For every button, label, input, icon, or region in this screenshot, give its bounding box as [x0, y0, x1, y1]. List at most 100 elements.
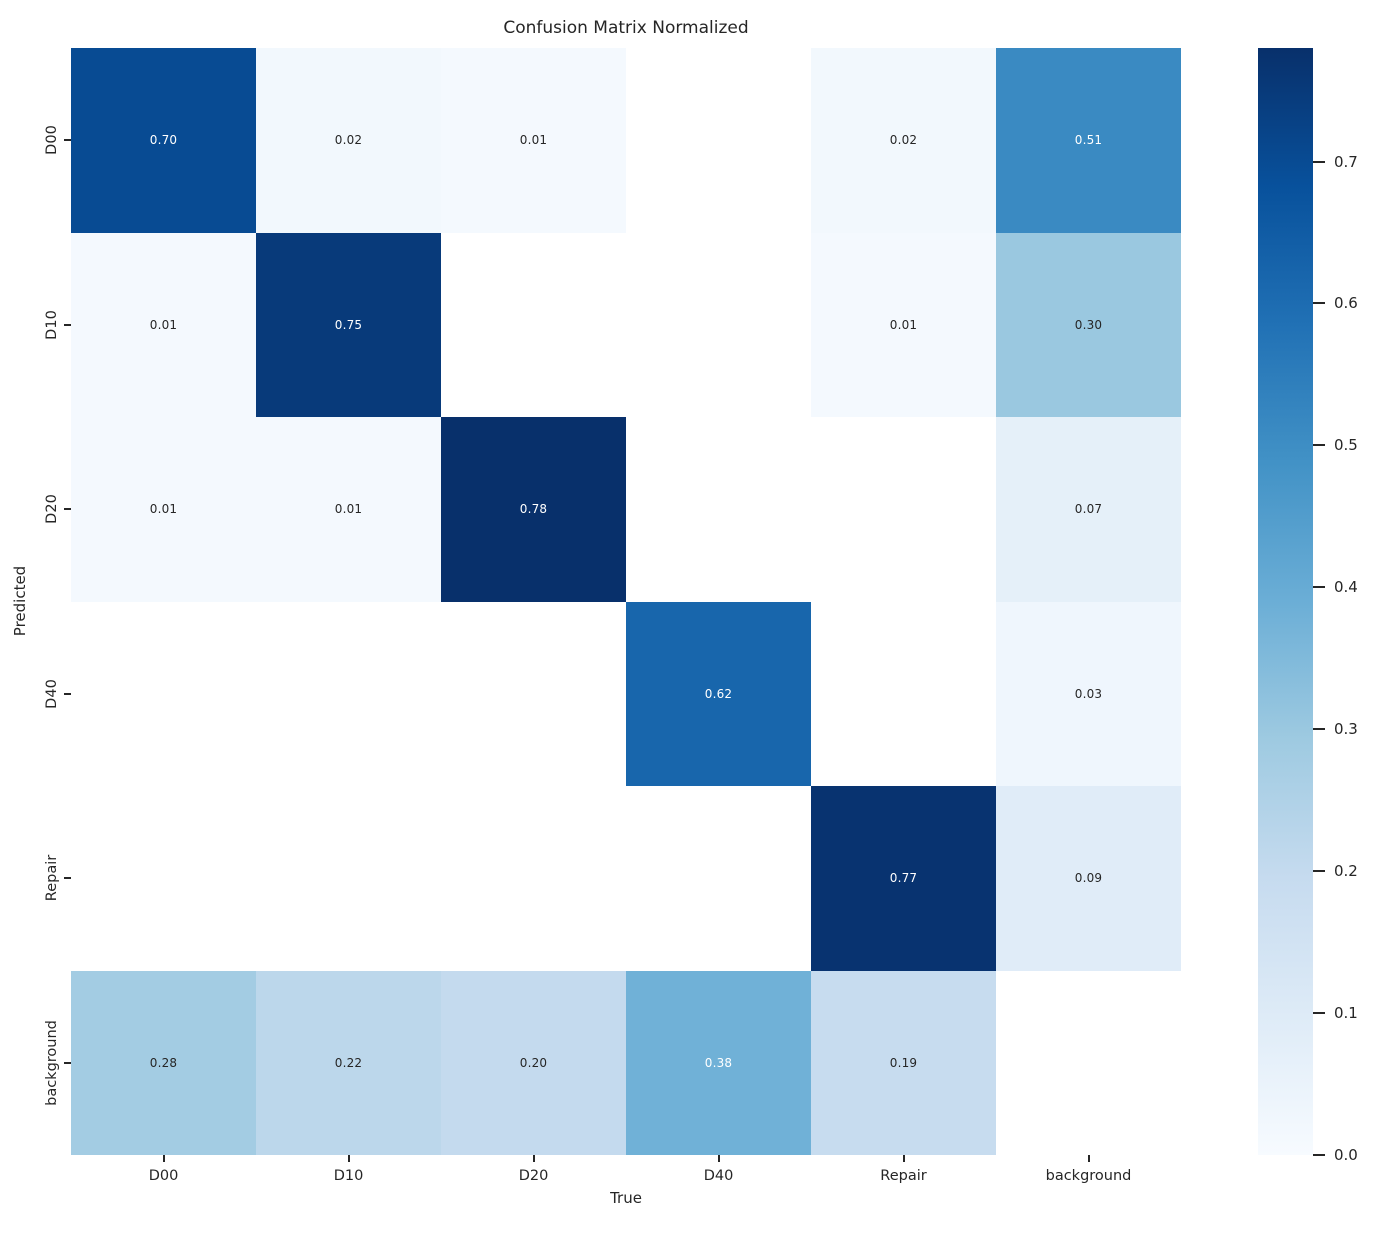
heatmap-cell-D00-background: 0.51: [996, 48, 1181, 233]
y-tick-label-D10: D10: [44, 309, 60, 340]
heatmap-cell-D40-D40: 0.62: [626, 601, 811, 786]
cell-value: 0.09: [1074, 871, 1103, 886]
cell-value: 0.77: [889, 871, 918, 886]
x-tickmark: [717, 1155, 720, 1162]
cell-value: 0.38: [704, 1055, 733, 1070]
cell-value: 0.70: [149, 133, 178, 148]
y-tickmark: [64, 323, 71, 326]
cell-value: 0.03: [1074, 686, 1103, 701]
heatmap-cell-background-D10: 0.22: [256, 970, 441, 1155]
heatmap-cell-background-D40: 0.38: [626, 970, 811, 1155]
heatmap-cell-D10-D20: [441, 232, 626, 417]
cell-value: 0.20: [519, 1055, 548, 1070]
heatmap-cell-D20-D20: 0.78: [441, 417, 626, 602]
colorbar-tick-label: 0.6: [1334, 294, 1358, 313]
y-tickmark: [64, 1061, 71, 1064]
x-tick-label-D20: D20: [518, 1168, 549, 1184]
x-tickmark: [902, 1155, 905, 1162]
heatmap-cell-Repair-D10: [256, 786, 441, 971]
heatmap-cell-background-background: [996, 970, 1181, 1155]
cell-value: 0.01: [149, 502, 178, 517]
x-tickmark: [347, 1155, 350, 1162]
colorbar-tick-label: 0.4: [1334, 578, 1358, 597]
cell-value: 0.19: [889, 1055, 918, 1070]
heatmap-cell-Repair-Repair: 0.77: [811, 786, 996, 971]
cell-value: 0.07: [1074, 502, 1103, 517]
cell-value: 0.01: [889, 317, 918, 332]
colorbar-tick-label: 0.1: [1334, 1004, 1358, 1023]
heatmap-cell-background-D20: 0.20: [441, 970, 626, 1155]
x-tickmark: [1087, 1155, 1090, 1162]
heatmap-cell-D20-D00: 0.01: [71, 417, 256, 602]
cell-value: 0.02: [889, 133, 918, 148]
x-tick-label-background: background: [1045, 1168, 1132, 1184]
heatmap-cell-D40-D00: [71, 601, 256, 786]
heatmap-cell-D40-Repair: [811, 601, 996, 786]
heatmap-cell-D40-background: 0.03: [996, 601, 1181, 786]
y-axis-label: Predicted: [11, 565, 29, 637]
cell-value: 0.30: [1074, 317, 1103, 332]
x-tick-label-D40: D40: [703, 1168, 734, 1184]
y-tickmark: [64, 877, 71, 880]
heatmap-cell-D10-D00: 0.01: [71, 232, 256, 417]
heatmap-grid: 0.70 0.02 0.01 0.02 0.51 0.01 0.75 0.01 0.30 0.01…: [71, 48, 1181, 1155]
heatmap-cell-D00-D20: 0.01: [441, 48, 626, 233]
colorbar-tick-label: 0.3: [1334, 720, 1358, 739]
colorbar-tickmark: [1313, 444, 1325, 447]
colorbar-tick-label: 0.2: [1334, 862, 1358, 881]
y-tick-label-Repair: Repair: [44, 855, 60, 902]
x-tickmark: [532, 1155, 535, 1162]
heatmap-cell-background-D00: 0.28: [71, 970, 256, 1155]
y-tick-label-D40: D40: [44, 678, 60, 709]
cell-value: 0.01: [149, 317, 178, 332]
heatmap-cell-D20-D40: [626, 417, 811, 602]
x-tick-label-Repair: Repair: [880, 1168, 927, 1184]
x-tickmark: [162, 1155, 165, 1162]
heatmap-cell-Repair-background: 0.09: [996, 786, 1181, 971]
heatmap-cell-D10-background: 0.30: [996, 232, 1181, 417]
cell-value: 0.28: [149, 1055, 178, 1070]
heatmap-cell-D00-D40: [626, 48, 811, 233]
cell-value: 0.62: [704, 686, 733, 701]
x-axis-label: True: [610, 1189, 642, 1207]
heatmap-cell-D00-D10: 0.02: [256, 48, 441, 233]
y-tick-label-background: background: [44, 1019, 60, 1106]
heatmap-cell-D00-Repair: 0.02: [811, 48, 996, 233]
heatmap-cell-Repair-D40: [626, 786, 811, 971]
x-tick-label-D00: D00: [148, 1168, 179, 1184]
heatmap-cell-D20-D10: 0.01: [256, 417, 441, 602]
colorbar-tick-label: 0.0: [1334, 1146, 1358, 1164]
y-tickmark: [64, 139, 71, 142]
cell-value: 0.02: [334, 133, 363, 148]
heatmap-cell-Repair-D00: [71, 786, 256, 971]
cell-value: 0.78: [519, 502, 548, 517]
colorbar: [1258, 48, 1313, 1155]
x-tick-label-D10: D10: [333, 1168, 364, 1184]
heatmap-cell-Repair-D20: [441, 786, 626, 971]
heatmap-cell-D00-D00: 0.70: [71, 48, 256, 233]
y-tickmark: [64, 508, 71, 511]
heatmap-cell-D10-Repair: 0.01: [811, 232, 996, 417]
colorbar-tickmark: [1313, 302, 1325, 305]
y-tick-label-D00: D00: [44, 125, 60, 156]
cell-value: 0.01: [519, 133, 548, 148]
colorbar-tickmark: [1313, 1012, 1325, 1015]
colorbar-tick-label: 0.7: [1334, 152, 1358, 171]
colorbar-tickmark: [1313, 728, 1325, 731]
heatmap-cell-D20-background: 0.07: [996, 417, 1181, 602]
colorbar-tickmark: [1313, 1154, 1325, 1156]
heatmap-cell-D40-D20: [441, 601, 626, 786]
heatmap-cell-D40-D10: [256, 601, 441, 786]
colorbar-tickmark: [1313, 586, 1325, 589]
colorbar-tickmark: [1313, 870, 1325, 873]
colorbar-tick-label: 0.5: [1334, 436, 1358, 455]
cell-value: 0.22: [334, 1055, 363, 1070]
cell-value: 0.01: [334, 502, 363, 517]
heatmap-cell-D10-D10: 0.75: [256, 232, 441, 417]
colorbar-tickmark: [1313, 160, 1325, 163]
heatmap-cell-D10-D40: [626, 232, 811, 417]
chart-title: Confusion Matrix Normalized: [503, 18, 749, 38]
heatmap-cell-D20-Repair: [811, 417, 996, 602]
y-tickmark: [64, 692, 71, 695]
